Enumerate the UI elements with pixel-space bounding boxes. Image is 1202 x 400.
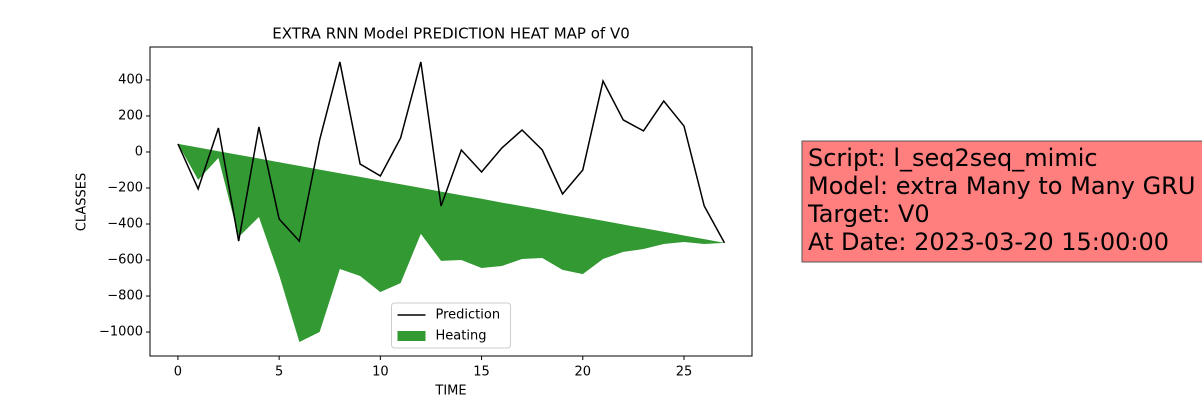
x-tick-label: 15 xyxy=(473,365,490,380)
y-tick-label: 200 xyxy=(118,108,143,123)
legend-swatch xyxy=(397,331,426,341)
y-tick-label: −600 xyxy=(107,253,143,268)
heating-area xyxy=(177,143,725,342)
y-tick-label: −200 xyxy=(107,180,143,195)
x-tick-label: 5 xyxy=(275,365,283,380)
annotation-line: Model: extra Many to Many GRU xyxy=(808,172,1195,200)
y-axis-label: CLASSES xyxy=(75,173,90,231)
prediction-line xyxy=(177,61,726,244)
plot-frame xyxy=(149,46,753,357)
y-tick-label: −800 xyxy=(107,289,143,304)
annotation-box xyxy=(801,140,1202,263)
legend-label: Heating xyxy=(436,329,487,344)
chart-title: EXTRA RNN Model PREDICTION HEAT MAP of V… xyxy=(272,25,630,43)
x-tick-label: 20 xyxy=(575,365,592,380)
y-tick-label: −1000 xyxy=(99,325,143,340)
legend-label: Prediction xyxy=(436,308,501,323)
annotation-line: Script: l_seq2seq_mimic xyxy=(808,144,1098,172)
x-tick-label: 10 xyxy=(372,365,389,380)
annotation-line: At Date: 2023-03-20 15:00:00 xyxy=(808,228,1169,256)
annotation-line: Target: V0 xyxy=(807,200,930,228)
x-axis-label: TIME xyxy=(434,384,466,399)
x-tick-label: 0 xyxy=(174,365,182,380)
y-tick-label: 0 xyxy=(135,144,143,159)
x-tick-label: 25 xyxy=(676,365,693,380)
y-tick-label: 400 xyxy=(118,72,143,87)
y-tick-label: −400 xyxy=(107,217,143,232)
